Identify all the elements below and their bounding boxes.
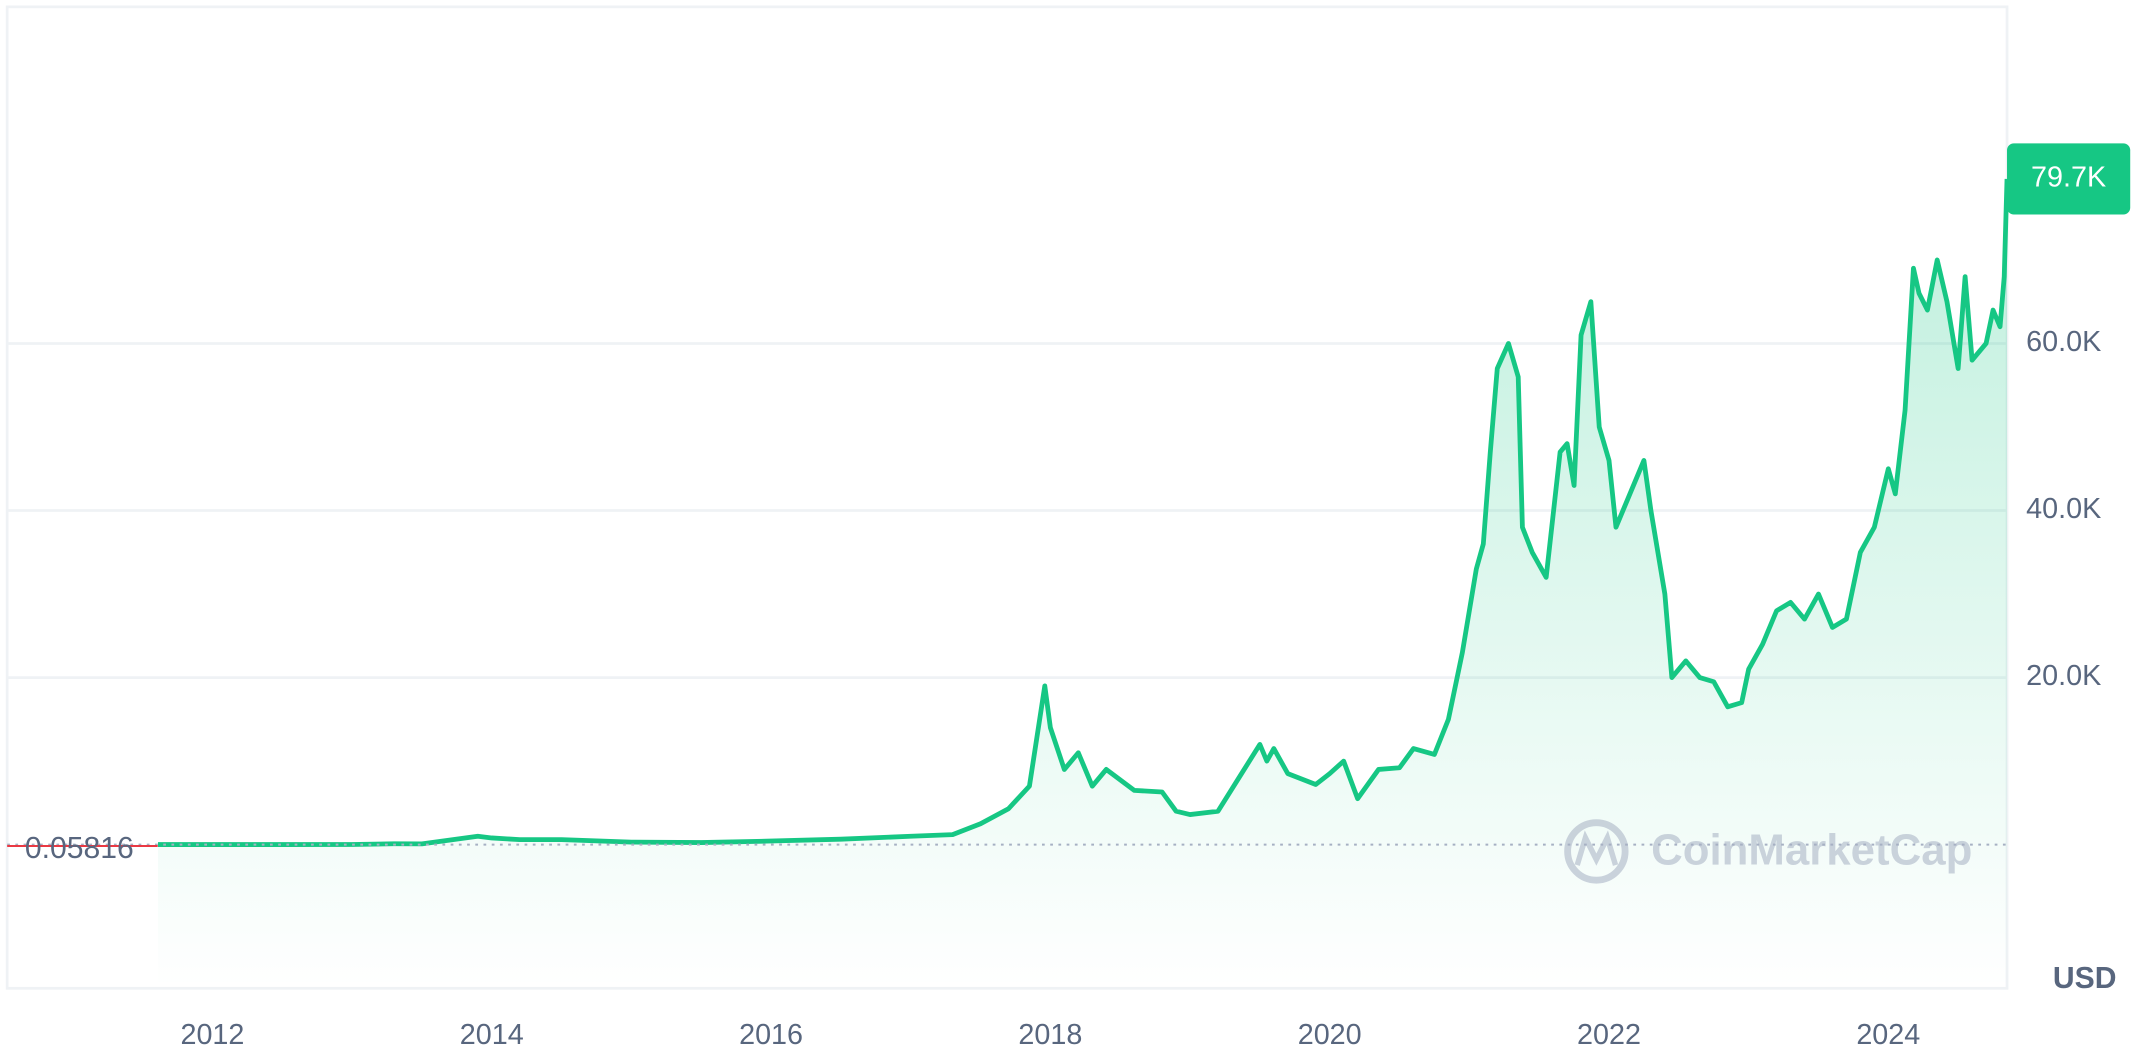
x-tick-label: 2012: [180, 1019, 244, 1051]
currency-label: USD: [2053, 962, 2117, 995]
watermark-logo-mark: [1574, 830, 1619, 866]
x-tick-label: 2018: [1018, 1019, 1082, 1051]
y-tick-label: 20.0K: [2026, 660, 2101, 692]
area: [157, 178, 2008, 989]
current-price-badge: [2007, 143, 2131, 215]
x-tick-label: 2022: [1577, 1019, 1641, 1051]
marks: [7, 178, 2010, 989]
labels: 20.0K 40.0K 60.0K 2012 2014 2016 2018 2020 2022 2…: [25, 143, 2131, 1051]
watermark-logo: [1564, 819, 1629, 884]
x-tick-label: 2024: [1856, 1019, 1920, 1051]
y-tick-label: 60.0K: [2026, 326, 2101, 358]
start-price-label: 0.05816: [25, 832, 134, 865]
watermark: CoinMarketCap: [1651, 825, 1972, 874]
y-tick-label: 40.0K: [2026, 493, 2101, 525]
grid: [7, 342, 2008, 679]
price-line: [157, 178, 2010, 847]
x-tick-label: 2014: [460, 1019, 524, 1051]
current-price-label: 79.7K: [2031, 162, 2106, 194]
watermark-group: CoinMarketCap: [1564, 819, 1972, 884]
x-tick-label: 2016: [739, 1019, 803, 1051]
x-tick-label: 2020: [1298, 1019, 1362, 1051]
